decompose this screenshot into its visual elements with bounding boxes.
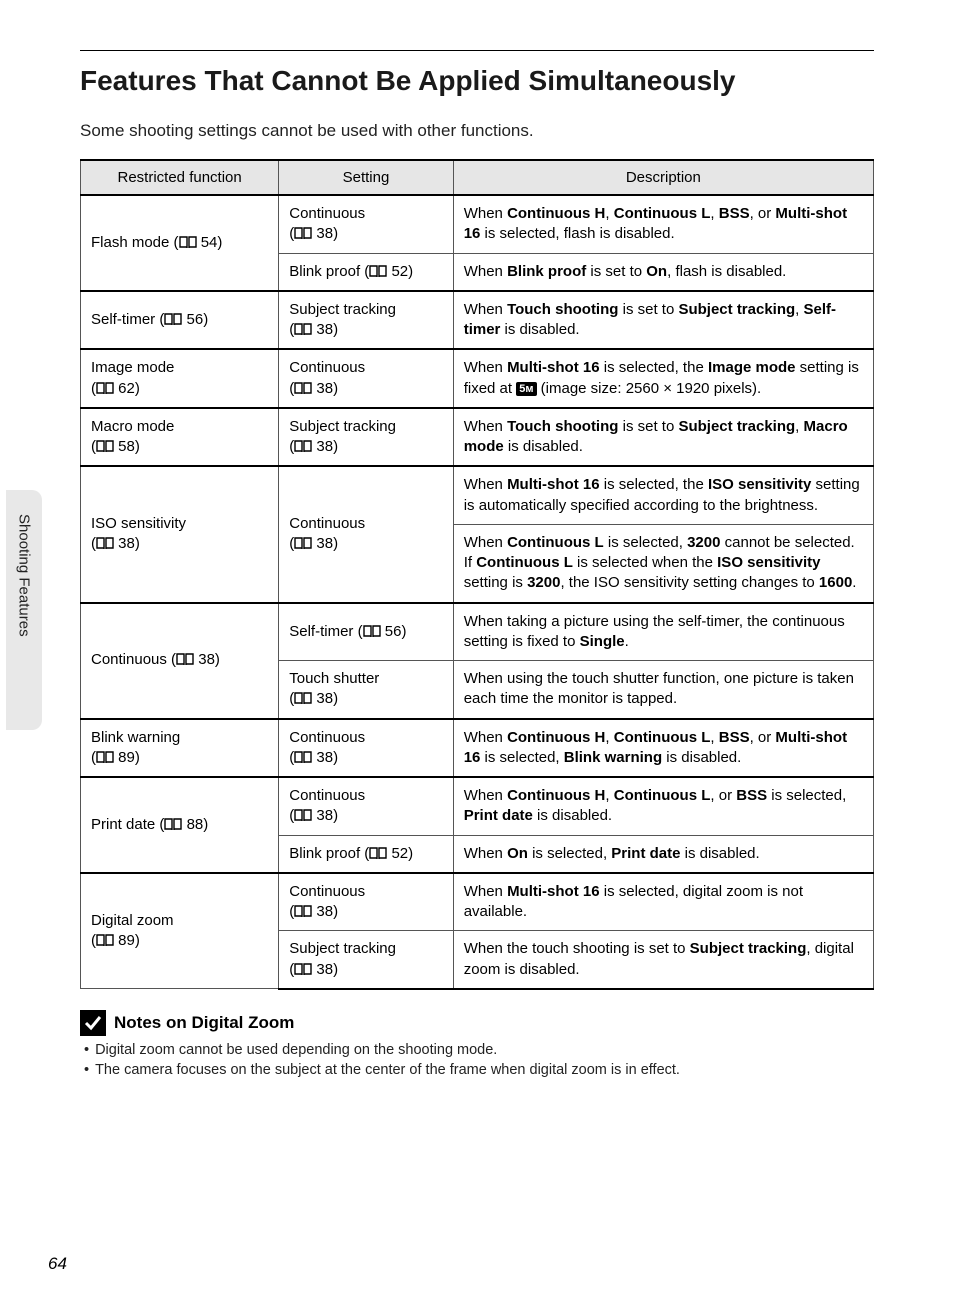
cell-description: When Multi-shot 16 is selected, the ISO … (453, 466, 873, 524)
cell-setting: Continuous( 38) (279, 719, 453, 778)
cell-restricted: ISO sensitivity( 38) (81, 466, 279, 602)
book-icon (294, 227, 312, 240)
cell-description: When taking a picture using the self-tim… (453, 603, 873, 661)
cell-restricted: Macro mode( 58) (81, 408, 279, 467)
book-icon (176, 653, 194, 666)
table-header-row: Restricted function Setting Description (81, 160, 874, 195)
cell-setting: Continuous( 38) (279, 873, 453, 931)
book-icon (294, 751, 312, 764)
book-icon (294, 382, 312, 395)
notes-title: Notes on Digital Zoom (114, 1013, 294, 1033)
book-icon (164, 313, 182, 326)
book-icon (96, 751, 114, 764)
col-description: Description (453, 160, 873, 195)
table-row: Flash mode ( 54) Continuous( 38) When Co… (81, 195, 874, 253)
table-row: Macro mode( 58) Subject tracking( 38) Wh… (81, 408, 874, 467)
cell-setting: Blink proof ( 52) (279, 253, 453, 291)
cell-description: When Touch shooting is set to Subject tr… (453, 408, 873, 467)
table-row: Blink warning( 89) Continuous( 38) When … (81, 719, 874, 778)
book-icon (369, 847, 387, 860)
cell-description: When Multi-shot 16 is selected, digital … (453, 873, 873, 931)
notes-heading: Notes on Digital Zoom (80, 1010, 874, 1036)
book-icon (294, 537, 312, 550)
cell-restricted: Self-timer ( 56) (81, 291, 279, 350)
page-number: 64 (48, 1254, 67, 1274)
table-row: Continuous ( 38) Self-timer ( 56) When t… (81, 603, 874, 661)
restrictions-table: Restricted function Setting Description … (80, 159, 874, 990)
cell-description: When On is selected, Print date is disab… (453, 835, 873, 873)
table-row: ISO sensitivity( 38) Continuous( 38) Whe… (81, 466, 874, 524)
page-title: Features That Cannot Be Applied Simultan… (80, 65, 874, 97)
page-content: Features That Cannot Be Applied Simultan… (0, 0, 954, 1314)
book-icon (96, 440, 114, 453)
book-icon (294, 440, 312, 453)
cell-description: When Touch shooting is set to Subject tr… (453, 291, 873, 350)
col-setting: Setting (279, 160, 453, 195)
book-icon (294, 809, 312, 822)
notes-section: Notes on Digital Zoom Digital zoom canno… (80, 1010, 874, 1078)
table-row: Digital zoom( 89) Continuous( 38) When M… (81, 873, 874, 931)
book-icon (294, 692, 312, 705)
cell-setting: Continuous( 38) (279, 195, 453, 253)
table-row: Print date ( 88) Continuous( 38) When Co… (81, 777, 874, 835)
book-icon (96, 537, 114, 550)
top-rule (80, 50, 874, 51)
cell-setting: Blink proof ( 52) (279, 835, 453, 873)
cell-description: When Continuous H, Continuous L, BSS, or… (453, 719, 873, 778)
book-icon (294, 905, 312, 918)
book-icon (369, 265, 387, 278)
book-icon (294, 323, 312, 336)
cell-description: When Blink proof is set to On, flash is … (453, 253, 873, 291)
cell-restricted: Image mode( 62) (81, 349, 279, 408)
book-icon (164, 818, 182, 831)
cell-description: When Continuous L is selected, 3200 cann… (453, 524, 873, 602)
cell-setting: Touch shutter( 38) (279, 661, 453, 719)
cell-setting: Continuous( 38) (279, 349, 453, 408)
table-row: Image mode( 62) Continuous( 38) When Mul… (81, 349, 874, 408)
book-icon (294, 963, 312, 976)
cell-description: When Continuous H, Continuous L, or BSS … (453, 777, 873, 835)
cell-restricted: Digital zoom( 89) (81, 873, 279, 989)
book-icon (363, 625, 381, 638)
cell-setting: Subject tracking( 38) (279, 408, 453, 467)
book-icon (96, 934, 114, 947)
cell-restricted: Continuous ( 38) (81, 603, 279, 719)
cell-setting: Self-timer ( 56) (279, 603, 453, 661)
cell-description: When Continuous H, Continuous L, BSS, or… (453, 195, 873, 253)
cell-restricted: Print date ( 88) (81, 777, 279, 873)
cell-setting: Subject tracking( 38) (279, 291, 453, 350)
cell-restricted: Flash mode ( 54) (81, 195, 279, 291)
cell-description: When using the touch shutter function, o… (453, 661, 873, 719)
caution-check-icon (80, 1010, 106, 1036)
book-icon (179, 236, 197, 249)
mode-5m-icon: 5ᴍ (516, 382, 536, 397)
cell-restricted: Blink warning( 89) (81, 719, 279, 778)
col-restricted: Restricted function (81, 160, 279, 195)
intro-text: Some shooting settings cannot be used wi… (80, 121, 874, 141)
cell-description: When the touch shooting is set to Subjec… (453, 931, 873, 989)
note-item: Digital zoom cannot be used depending on… (84, 1042, 874, 1058)
cell-setting: Continuous( 38) (279, 777, 453, 835)
note-item: The camera focuses on the subject at the… (84, 1062, 874, 1078)
cell-description: When Multi-shot 16 is selected, the Imag… (453, 349, 873, 408)
cell-setting: Continuous( 38) (279, 466, 453, 602)
cell-setting: Subject tracking( 38) (279, 931, 453, 989)
book-icon (96, 382, 114, 395)
table-row: Self-timer ( 56) Subject tracking( 38) W… (81, 291, 874, 350)
